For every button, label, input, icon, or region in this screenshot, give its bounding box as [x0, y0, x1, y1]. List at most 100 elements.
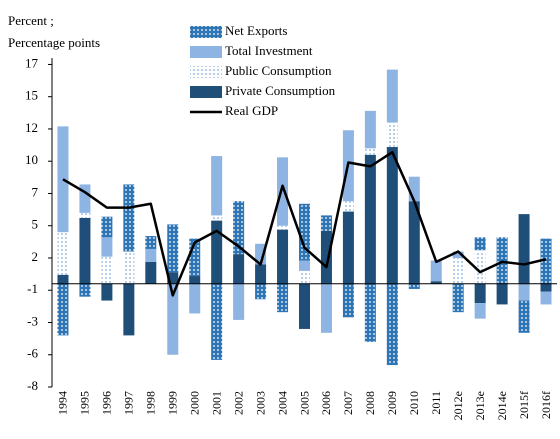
bar-segment [145, 248, 157, 262]
bar-segment [101, 216, 113, 238]
bar-segment [255, 243, 267, 265]
bar-segment [167, 283, 179, 355]
legend-swatch [190, 86, 222, 98]
bar-segment [496, 237, 508, 284]
bar-segment [57, 232, 69, 275]
bar-segment [452, 257, 464, 284]
bar-segment [79, 283, 91, 297]
bar-segment [364, 154, 376, 284]
x-tick-label: 2015f [517, 391, 531, 419]
bar-segment [474, 250, 486, 284]
bar-segment [145, 236, 157, 249]
bar-segment [342, 283, 354, 318]
bar-segment [408, 283, 420, 289]
bar-segment [189, 238, 201, 277]
x-tick-label: 1997 [122, 391, 136, 415]
bar-segment [233, 254, 245, 284]
bar-segment [123, 251, 135, 284]
bar-segment [364, 283, 376, 342]
bar-segment [255, 283, 267, 300]
bar-segment [320, 230, 332, 284]
bar-segment [342, 211, 354, 284]
x-tick-label: 2014e [495, 391, 509, 420]
bar-segment [320, 215, 332, 231]
bar-segment [233, 201, 245, 255]
y-tick-label: 10 [25, 152, 38, 167]
bar-segment [430, 260, 442, 282]
bar-segment [123, 184, 135, 252]
bar-segment [518, 283, 530, 301]
bar-segment [474, 303, 486, 319]
y-tick-label: -6 [27, 346, 38, 361]
y-tick-label: -8 [27, 378, 38, 393]
bar-segment [386, 122, 398, 148]
bar-segment [299, 260, 310, 271]
x-tick-label: 1994 [56, 391, 70, 415]
legend-label: Net Exports [225, 23, 287, 38]
bar-segment [386, 147, 398, 284]
x-tick-label: 2006 [319, 391, 333, 415]
bar-segment [79, 184, 91, 213]
bar-segment [277, 225, 289, 230]
y-tick-label: 17 [25, 55, 39, 70]
bar-segment [277, 283, 289, 313]
x-tick-label: 2004 [275, 391, 289, 415]
bar-segment [189, 276, 201, 284]
x-tick-label: 2013e [473, 391, 487, 420]
x-tick-label: 2012e [451, 391, 465, 420]
x-tick-label: 2001 [209, 391, 223, 415]
bar-segment [189, 283, 201, 314]
bar-segment [474, 237, 486, 251]
bar-segment [211, 156, 223, 216]
x-tick-label: 2009 [385, 391, 399, 415]
bar-segment [299, 270, 310, 284]
legend-swatch [190, 26, 222, 38]
bar-segment [211, 215, 223, 221]
bar-segment [430, 281, 442, 284]
bar-segment [452, 251, 464, 258]
bar-segment [518, 214, 530, 284]
legend-label: Public Consumption [225, 63, 332, 78]
bar-segment [211, 283, 223, 360]
bar-segment [408, 176, 420, 202]
bar-segment [167, 224, 179, 273]
bar-segment [57, 274, 69, 284]
bar-segment [277, 229, 289, 284]
bar-segment [167, 272, 179, 284]
x-tick-label: 2003 [253, 391, 267, 415]
bar-segment [386, 283, 398, 366]
line-series [62, 150, 547, 297]
bar-segment [540, 283, 552, 292]
y-axis-label: Percentage points [8, 35, 100, 50]
legend-label: Real GDP [225, 103, 278, 118]
x-tick-label: 2007 [341, 391, 355, 415]
x-tick-label: 2010 [407, 391, 421, 415]
x-tick-label: 2008 [363, 391, 377, 415]
bar-segment [540, 238, 552, 284]
bar-segment [299, 203, 310, 261]
bar-segment [452, 283, 464, 313]
bar-segment [233, 283, 245, 320]
x-tick-label: 2011 [429, 391, 443, 415]
bar-segment [101, 283, 113, 301]
x-tick-label: 1998 [144, 391, 158, 415]
bar-segment [57, 283, 69, 336]
x-tick-label: 2002 [231, 391, 245, 415]
y-tick-label: 2 [32, 249, 39, 264]
x-tick-label: 2016f [539, 391, 553, 419]
x-tick-label: 2000 [187, 391, 201, 415]
bar-segment [386, 69, 398, 123]
bar-segment [255, 264, 267, 284]
y-tick-label: -1 [27, 281, 38, 296]
y-axis-label: Percent ; [8, 13, 54, 28]
bar-segment [211, 220, 223, 284]
x-tick-label: 1996 [100, 391, 114, 415]
x-tick-label: 2005 [297, 391, 311, 415]
y-tick-label: 15 [25, 88, 38, 103]
bar-segment [408, 201, 420, 284]
bar-segment [101, 256, 113, 284]
bar-segment [145, 261, 157, 284]
bar-segment [277, 157, 289, 226]
bar-segment [320, 283, 332, 333]
